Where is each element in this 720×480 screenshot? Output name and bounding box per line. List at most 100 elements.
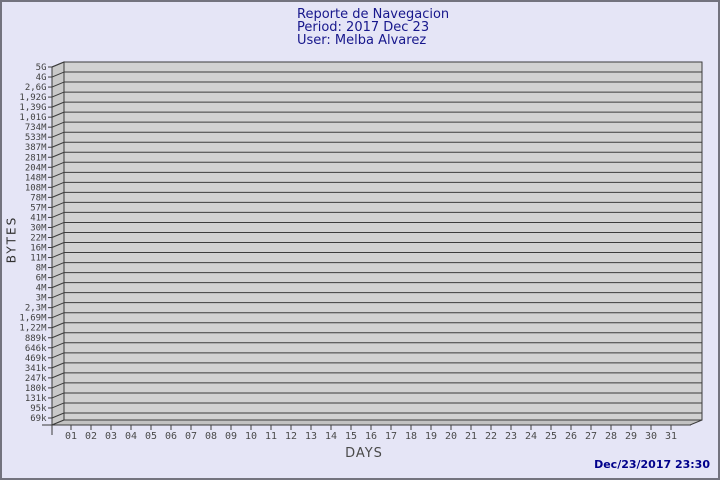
y-tick-label: 1,92G (19, 93, 46, 103)
chart-title: Reporte de Navegacion (297, 7, 450, 22)
day-label: 24 (525, 431, 537, 442)
y-tick-label: 4M (36, 284, 47, 294)
grid-diagonal (51, 342, 65, 349)
y-tick-label: 2,6G (25, 83, 47, 93)
y-tick-label: 281M (25, 153, 47, 163)
plot-area (63, 61, 703, 421)
y-tick-label: 889k (25, 334, 47, 344)
grid-diagonal (51, 302, 65, 309)
day-label: 15 (345, 431, 357, 442)
y-tick-label: 41M (30, 213, 47, 223)
day-label: 06 (165, 431, 177, 442)
day-label: 04 (125, 431, 137, 442)
y-tick-label: 108M (25, 183, 47, 193)
grid-diagonal (51, 262, 65, 269)
grid-diagonal (51, 61, 65, 68)
day-label: 17 (385, 431, 397, 442)
y-tick-label: 3M (36, 294, 47, 304)
grid-diagonal (51, 191, 65, 198)
grid-diagonal (51, 141, 65, 148)
day-label: 19 (425, 431, 437, 442)
chart-user: User: Melba Alvarez (297, 33, 427, 48)
day-label: 30 (645, 431, 657, 442)
grid-diagonal (51, 292, 65, 299)
grid-diagonal (51, 201, 65, 208)
chart-period: Period: 2017 Dec 23 (297, 20, 430, 35)
day-label: 23 (505, 431, 517, 442)
grid-diagonal (51, 392, 65, 399)
grid-diagonal (51, 332, 65, 339)
y-tick-label: 6M (36, 274, 47, 284)
grid-diagonal (51, 71, 65, 78)
y-tick-label: 78M (30, 193, 47, 203)
y-tick-label: 2,3M (25, 304, 47, 314)
day-label: 11 (265, 431, 277, 442)
grid-diagonal (51, 181, 65, 188)
y-tick-label: 734M (25, 123, 47, 133)
chart-title-block: Reporte de Navegacion Period: 2017 Dec 2… (297, 8, 449, 47)
grid-diagonal (51, 81, 65, 88)
y-tick-label: 387M (25, 143, 47, 153)
grid-diagonal (51, 402, 65, 409)
day-label: 01 (65, 431, 77, 442)
day-label: 20 (445, 431, 457, 442)
grid-diagonal (51, 412, 65, 419)
day-label: 14 (325, 431, 337, 442)
y-tick-label: 5G (36, 63, 47, 73)
day-label: 22 (485, 431, 497, 442)
y-tick-label: 1,39G (19, 103, 46, 113)
y-tick-label: 8M (36, 264, 47, 274)
day-label: 27 (585, 431, 597, 442)
y-tick-label: 4G (36, 73, 47, 83)
day-label: 25 (545, 431, 557, 442)
grid-diagonal (51, 111, 65, 118)
day-label: 29 (625, 431, 637, 442)
y-tick-label: 646k (25, 344, 47, 354)
day-label: 05 (145, 431, 157, 442)
grid-diagonal (51, 242, 65, 248)
y-tick-label: 1,22M (19, 324, 47, 334)
day-label: 09 (225, 431, 237, 442)
y-tick-label: 247k (25, 374, 47, 384)
grid-diagonal (51, 171, 65, 178)
day-label: 26 (565, 431, 577, 442)
y-tick-label: 180k (25, 384, 47, 394)
day-label: 02 (85, 431, 97, 442)
y-tick-label: 131k (25, 394, 47, 404)
grid-diagonal (51, 252, 65, 259)
report-timestamp: Dec/23/2017 23:30 (594, 458, 710, 471)
y-tick-label: 1,69M (19, 314, 47, 324)
y-tick-label: 11M (30, 254, 47, 264)
day-label: 10 (245, 431, 257, 442)
grid-diagonal (51, 211, 65, 218)
grid-diagonal (51, 91, 65, 98)
grid-diagonal (51, 272, 65, 279)
plot-floor-panel (51, 419, 703, 426)
grid-diagonal (51, 101, 65, 108)
y-tick-label: 341k (25, 364, 47, 374)
grid-diagonal (51, 282, 65, 289)
day-label: 21 (465, 431, 477, 442)
y-tick-label: 16M (30, 244, 47, 254)
day-label: 16 (365, 431, 377, 442)
x-axis-title: DAYS (345, 446, 383, 461)
y-tick-label: 148M (25, 173, 47, 183)
grid-diagonal (51, 382, 65, 389)
day-label: 18 (405, 431, 417, 442)
day-label: 08 (205, 431, 217, 442)
day-label: 12 (285, 431, 297, 442)
grid-diagonal (51, 221, 65, 228)
y-tick-label: 57M (30, 203, 47, 213)
grid-diagonal (51, 362, 65, 369)
y-tick-label: 204M (25, 163, 47, 173)
y-tick-label: 69k (30, 414, 47, 424)
grid-diagonal (51, 352, 65, 359)
grid-diagonal (51, 161, 65, 168)
y-tick-label: 30M (30, 223, 47, 233)
grid-diagonal (51, 232, 65, 238)
day-label: 31 (665, 431, 677, 442)
grid-diagonal (51, 322, 65, 329)
day-label: 03 (105, 431, 117, 442)
